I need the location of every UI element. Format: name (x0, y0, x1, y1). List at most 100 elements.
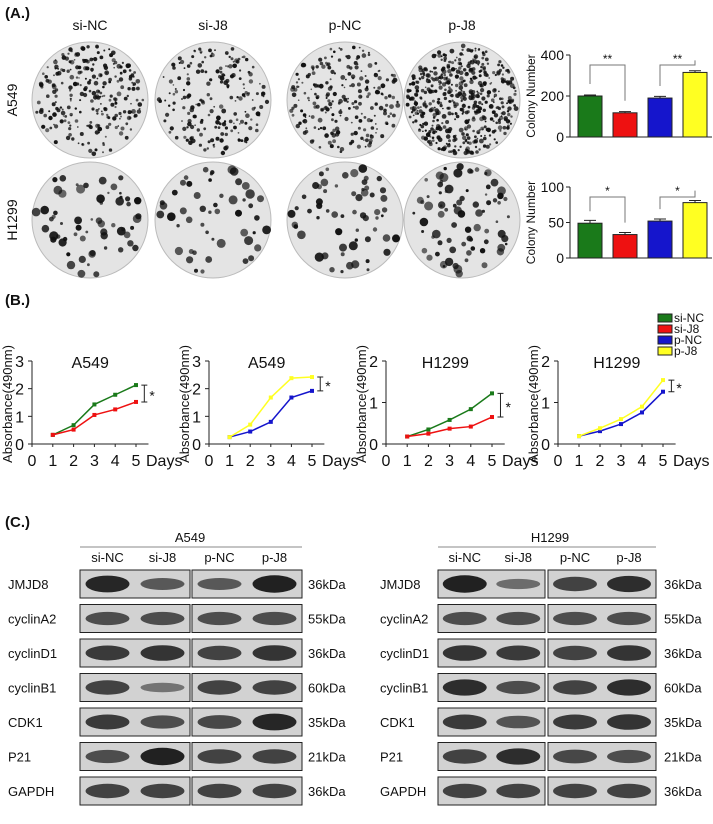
colony-dot (251, 107, 256, 111)
series-line-p-J8 (229, 376, 313, 438)
colony-dot (455, 56, 458, 59)
colony-dot (245, 189, 255, 199)
colony-col-label: si-J8 (198, 17, 228, 33)
colony-dot (484, 50, 488, 53)
colony-dot (197, 102, 201, 107)
colony-dot (191, 55, 195, 59)
colony-dot (366, 95, 370, 99)
colony-dot (190, 135, 195, 140)
colony-dot (377, 86, 381, 90)
x-tick-label: 0 (382, 453, 391, 470)
protein-band (553, 749, 597, 764)
colony-dot (311, 71, 316, 75)
colony-dot (485, 144, 490, 149)
colony-dot (490, 98, 495, 102)
colony-dot (264, 99, 270, 104)
data-point-p-NC (248, 429, 253, 434)
protein-label: cyclinB1 (8, 681, 56, 696)
colony-dot (226, 53, 229, 55)
colony-dot (460, 65, 463, 68)
colony-dot (243, 87, 245, 90)
colony-dot (237, 138, 241, 142)
protein-band (252, 680, 297, 695)
colony-dot (372, 227, 378, 232)
colony-dot (301, 194, 307, 200)
colony-dot (314, 252, 324, 262)
colony-dot (432, 130, 436, 135)
colony-dot (415, 104, 418, 107)
colony-dot (449, 73, 453, 77)
colony-dot (114, 101, 118, 105)
colony-dot (183, 135, 187, 139)
data-point-si-NC (113, 392, 118, 397)
colony-dot (438, 76, 442, 80)
colony-dot (261, 94, 264, 97)
colony-dot (420, 97, 423, 100)
colony-dot (367, 53, 371, 57)
series-line-si-NC (52, 384, 137, 436)
colony-dot (463, 83, 468, 88)
colony-dot (216, 115, 221, 121)
legend-label: p-NC (674, 333, 702, 347)
significance-label: ** (603, 52, 613, 66)
colony-dot (476, 109, 481, 114)
bar-si-J8 (612, 234, 638, 259)
colony-dot (421, 230, 425, 233)
bar-p-J8 (682, 202, 708, 259)
colony-dot (470, 246, 476, 251)
colony-dot (60, 222, 63, 225)
colony-dot (475, 93, 480, 98)
colony-dot (449, 48, 455, 54)
y-tick-label: 200 (541, 88, 565, 104)
colony-dot (287, 209, 296, 218)
colony-dot (332, 91, 337, 97)
colony-dot (356, 55, 361, 59)
colony-dot (313, 126, 317, 129)
colony-dot (469, 79, 474, 85)
colony-dot (339, 243, 347, 252)
colony-dot (79, 110, 82, 114)
colony-dot (135, 98, 139, 102)
colony-dot (111, 223, 116, 228)
colony-row-label: H1299 (4, 199, 20, 240)
western-blot-a549: A549 si-NC si-J8 p-NC p-J8 JMJD8 36kDa cyclinA2… (8, 530, 346, 806)
colony-dot (244, 136, 249, 142)
colony-dot (86, 124, 89, 127)
error-bar (689, 70, 701, 73)
colony-dot (435, 78, 438, 80)
x-axis-label: Days (673, 453, 709, 470)
colony-dot (460, 43, 466, 49)
colony-dot (448, 86, 451, 89)
data-point-p-NC (598, 429, 602, 434)
colony-dot (240, 228, 249, 237)
colony-dot (478, 101, 482, 105)
colony-dot (187, 93, 192, 98)
colony-dot (374, 209, 381, 216)
colony-dot (455, 83, 459, 88)
colony-dot (156, 97, 162, 102)
colony-dot (123, 231, 131, 239)
colony-dot (391, 95, 395, 100)
colony-dot (174, 246, 183, 256)
x-tick-label: 5 (132, 453, 141, 470)
colony-dot (212, 144, 215, 146)
colony-dot (369, 134, 374, 139)
colony-dot (391, 123, 396, 128)
colony-dot (361, 49, 365, 52)
colony-dot (453, 168, 463, 178)
colony-dot (478, 74, 482, 78)
data-point-p-J8 (598, 426, 602, 431)
colony-dot (450, 67, 456, 72)
colony-dot (453, 137, 458, 142)
colony-dot (437, 53, 442, 58)
colony-dot (167, 212, 176, 221)
x-tick-label: 4 (466, 453, 475, 470)
colony-dot (254, 215, 260, 221)
protein-band (197, 749, 242, 764)
colony-dot (422, 130, 424, 133)
colony-dot (168, 130, 172, 134)
colony-dot (94, 148, 98, 152)
colony-dot (96, 77, 99, 80)
colony-dot (418, 65, 423, 70)
colony-dot (90, 99, 94, 103)
